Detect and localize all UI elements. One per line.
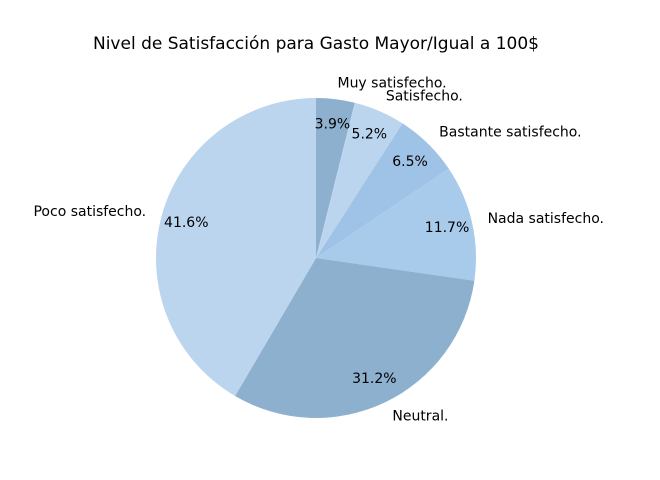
pie-pct-label-bastante-satisfecho: 6.5% <box>392 154 428 170</box>
pie-slice-nada-satisfecho <box>316 168 476 281</box>
pie-labels: 3.9% Muy satisfecho. 5.2% Satisfecho. 6.5% Ba… <box>33 75 603 424</box>
pie-label-satisfecho: Satisfecho. <box>386 88 463 104</box>
pie-label-neutral: Neutral. <box>392 409 448 425</box>
pie-label-nada-satisfecho: Nada satisfecho. <box>488 211 604 227</box>
pie-slices <box>155 97 476 419</box>
pie-label-poco-satisfecho: Poco satisfecho. <box>33 204 146 220</box>
pie-slice-muy-satisfecho <box>316 98 355 258</box>
chart-title: Nivel de Satisfacción para Gasto Mayor/I… <box>93 34 539 54</box>
pie-pct-label-satisfecho: 5.2% <box>352 127 388 143</box>
pie-slice-neutral <box>235 258 475 419</box>
pie-label-muy-satisfecho: Muy satisfecho. <box>337 75 446 91</box>
pie-pct-label-neutral: 31.2% <box>352 371 396 387</box>
pie-pct-label-muy-satisfecho: 3.9% <box>315 117 351 133</box>
pie-slice-poco-satisfecho <box>155 97 316 397</box>
pie-slice-bastante-satisfecho <box>316 123 449 258</box>
pie-pct-label-nada-satisfecho: 11.7% <box>425 220 469 236</box>
pie-pct-label-poco-satisfecho: 41.6% <box>164 215 208 231</box>
pie-slice-satisfecho <box>316 102 403 258</box>
pie-label-bastante-satisfecho: Bastante satisfecho. <box>439 124 581 140</box>
